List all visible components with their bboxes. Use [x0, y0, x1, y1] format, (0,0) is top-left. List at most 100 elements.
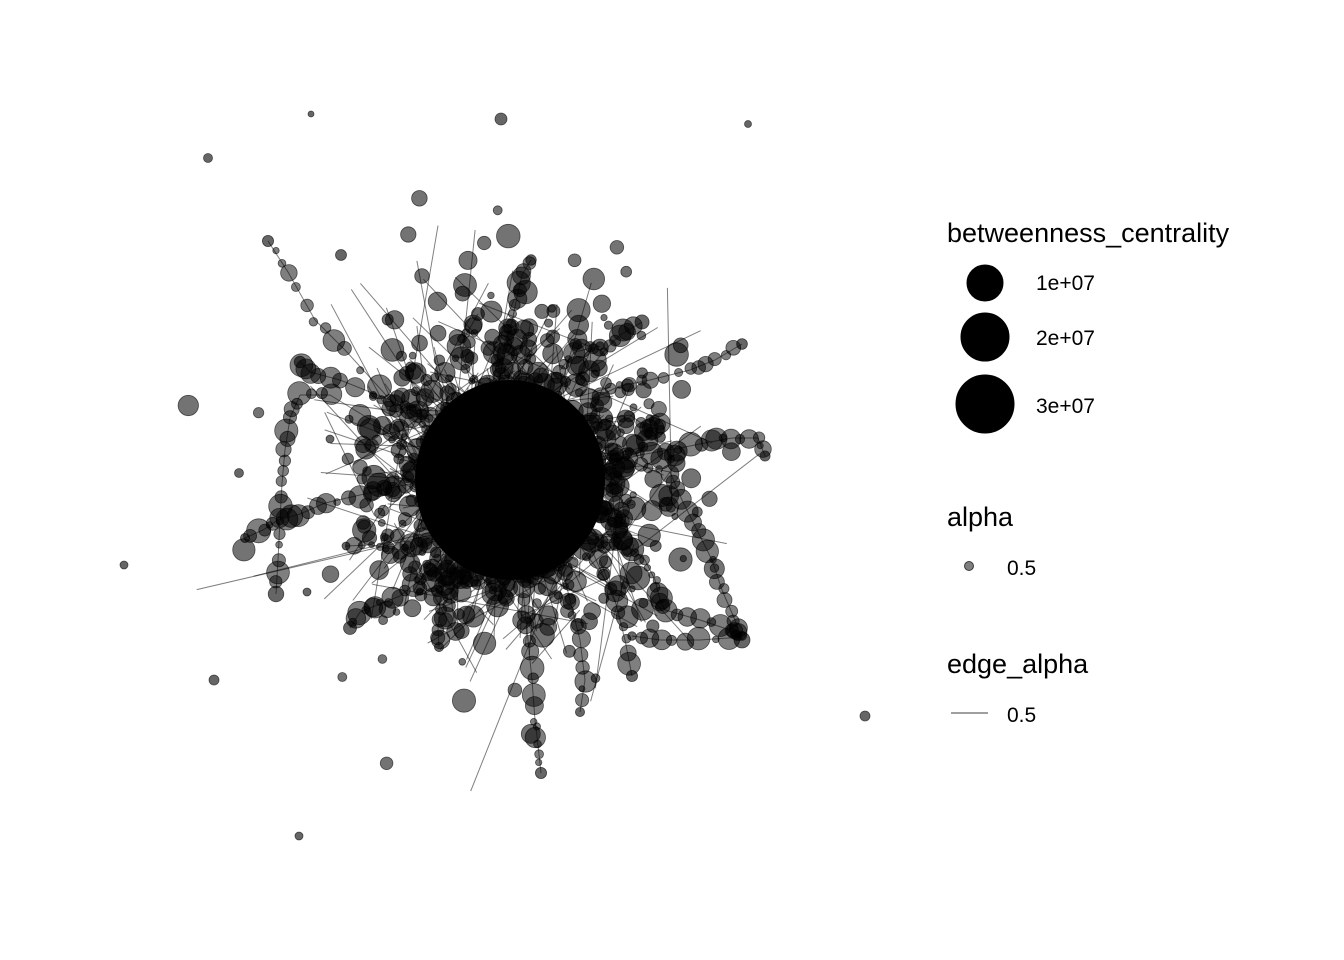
node: [521, 576, 532, 587]
node: [595, 419, 618, 442]
node: [589, 488, 600, 499]
node: [454, 285, 471, 302]
node: [547, 304, 557, 313]
legend-label-1e07: 1e+07: [1036, 272, 1095, 295]
node: [620, 493, 632, 506]
node: [379, 756, 394, 771]
node: [517, 593, 531, 607]
node: [341, 541, 351, 551]
node: [531, 443, 550, 462]
node: [744, 120, 752, 128]
node: [701, 490, 718, 507]
node: [343, 621, 357, 635]
node: [356, 366, 365, 375]
node: [119, 560, 129, 570]
legend-title-betweenness: betweenness_centrality: [947, 218, 1230, 248]
node: [293, 355, 307, 369]
node: [542, 564, 563, 585]
node: [371, 434, 383, 446]
node: [356, 473, 368, 485]
node: [544, 463, 553, 471]
node: [428, 453, 446, 471]
node: [403, 599, 422, 618]
node: [506, 328, 528, 350]
node: [408, 351, 417, 360]
node-layer: [119, 110, 871, 841]
node: [377, 504, 390, 517]
node: [532, 598, 542, 608]
node: [368, 541, 376, 548]
node: [341, 452, 354, 465]
node: [664, 342, 689, 367]
node: [417, 532, 439, 554]
node: [648, 571, 656, 579]
node: [535, 767, 548, 780]
node: [377, 654, 388, 664]
node: [321, 565, 340, 583]
node: [414, 268, 430, 284]
node: [396, 350, 407, 362]
node: [396, 438, 408, 450]
node: [575, 693, 590, 708]
node: [609, 240, 625, 255]
node: [513, 571, 522, 580]
node: [418, 420, 426, 428]
node: [578, 685, 586, 693]
node: [603, 320, 614, 330]
node: [528, 613, 544, 629]
node: [308, 317, 319, 327]
node: [376, 542, 385, 551]
node: [513, 370, 528, 385]
node: [278, 454, 291, 467]
node: [388, 436, 396, 444]
node: [437, 559, 457, 579]
node: [582, 267, 606, 291]
node: [591, 450, 607, 466]
node: [307, 110, 315, 118]
node: [319, 322, 332, 334]
node: [335, 249, 347, 261]
node: [494, 112, 508, 126]
node: [550, 371, 563, 384]
node: [474, 579, 482, 587]
node: [275, 441, 292, 458]
node: [626, 670, 639, 683]
node: [451, 688, 476, 713]
node: [234, 468, 244, 478]
node: [398, 455, 416, 473]
node: [325, 434, 335, 444]
node: [717, 627, 741, 650]
node: [290, 282, 301, 292]
node: [471, 307, 485, 321]
node: [337, 672, 348, 682]
node: [480, 414, 494, 428]
node: [208, 674, 220, 686]
node: [600, 377, 612, 389]
node: [381, 545, 400, 564]
node: [639, 554, 650, 566]
node: [472, 631, 497, 655]
node: [550, 454, 570, 475]
node: [203, 153, 213, 163]
node: [458, 250, 478, 270]
node: [253, 407, 265, 419]
node: [643, 564, 652, 572]
node: [562, 593, 580, 611]
node: [629, 403, 638, 412]
node: [583, 496, 609, 522]
legend-label-3e07: 3e+07: [1036, 395, 1095, 418]
node: [572, 438, 596, 462]
node: [615, 436, 627, 448]
node: [400, 226, 417, 243]
node: [591, 391, 613, 413]
node: [658, 496, 674, 512]
node: [378, 615, 389, 625]
node: [690, 608, 711, 629]
node: [275, 475, 287, 487]
node: [674, 367, 684, 377]
node: [534, 303, 550, 319]
node: [616, 428, 625, 437]
node: [389, 389, 406, 406]
node: [541, 427, 550, 436]
